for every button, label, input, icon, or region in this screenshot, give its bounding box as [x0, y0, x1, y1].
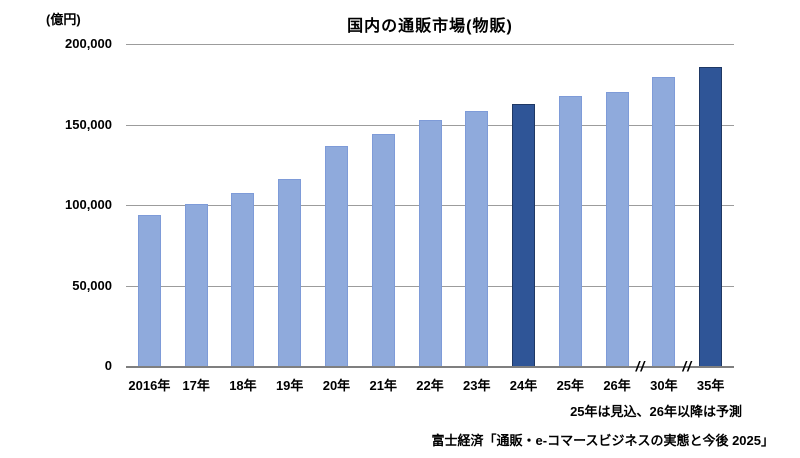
bar — [231, 192, 255, 366]
x-tick-label: 18年 — [229, 378, 257, 393]
x-tick-label: 30年 — [650, 378, 678, 393]
y-tick-label: 100,000 — [65, 197, 112, 212]
gridline — [126, 44, 734, 45]
y-tick-label: 50,000 — [72, 277, 112, 293]
source-note: 富士経済「通販・e-コマースビジネスの実態と今後 2025」 — [431, 433, 774, 448]
bar — [558, 96, 582, 366]
x-tick-label: 26年 — [603, 378, 631, 393]
bar — [324, 146, 348, 366]
x-tick-label: 35年 — [696, 378, 725, 393]
bar — [699, 67, 723, 366]
forecast-note: 25年は見込、26年以降は予測 — [570, 404, 742, 419]
x-tick-label: 25年 — [556, 378, 585, 393]
bar — [418, 120, 442, 366]
x-tick-label: 19年 — [275, 378, 304, 393]
y-axis-unit-label: (億円) — [46, 12, 81, 27]
bar — [465, 110, 489, 366]
x-tick-label: 22年 — [416, 378, 444, 393]
y-tick-label: 0 — [104, 358, 112, 373]
bar — [184, 204, 208, 366]
axis-break-mark: // — [635, 358, 646, 374]
y-tick-label: 200,000 — [65, 36, 112, 51]
x-tick-label: 23年 — [463, 378, 491, 393]
bar — [605, 91, 629, 366]
plot-area: 2016年 17年 18年 19年 20年 21年 22年 23年 24年 25年 26年 30年 35… — [126, 44, 734, 393]
x-tick-label: 21年 — [369, 378, 397, 393]
bar — [512, 103, 536, 366]
bar — [137, 215, 161, 366]
bar — [652, 77, 676, 366]
chart-title: 国内の通販市場(物販) — [347, 18, 513, 35]
bar — [371, 134, 395, 366]
x-tick-label: 24年 — [509, 378, 538, 393]
bar — [278, 179, 302, 366]
y-tick-label: 150,000 — [65, 116, 112, 132]
x-tick-label: 2016年 — [128, 378, 171, 393]
x-tick-label: 17年 — [182, 378, 210, 393]
x-tick-label: 20年 — [322, 378, 351, 393]
axis-break-mark: // — [682, 358, 693, 374]
